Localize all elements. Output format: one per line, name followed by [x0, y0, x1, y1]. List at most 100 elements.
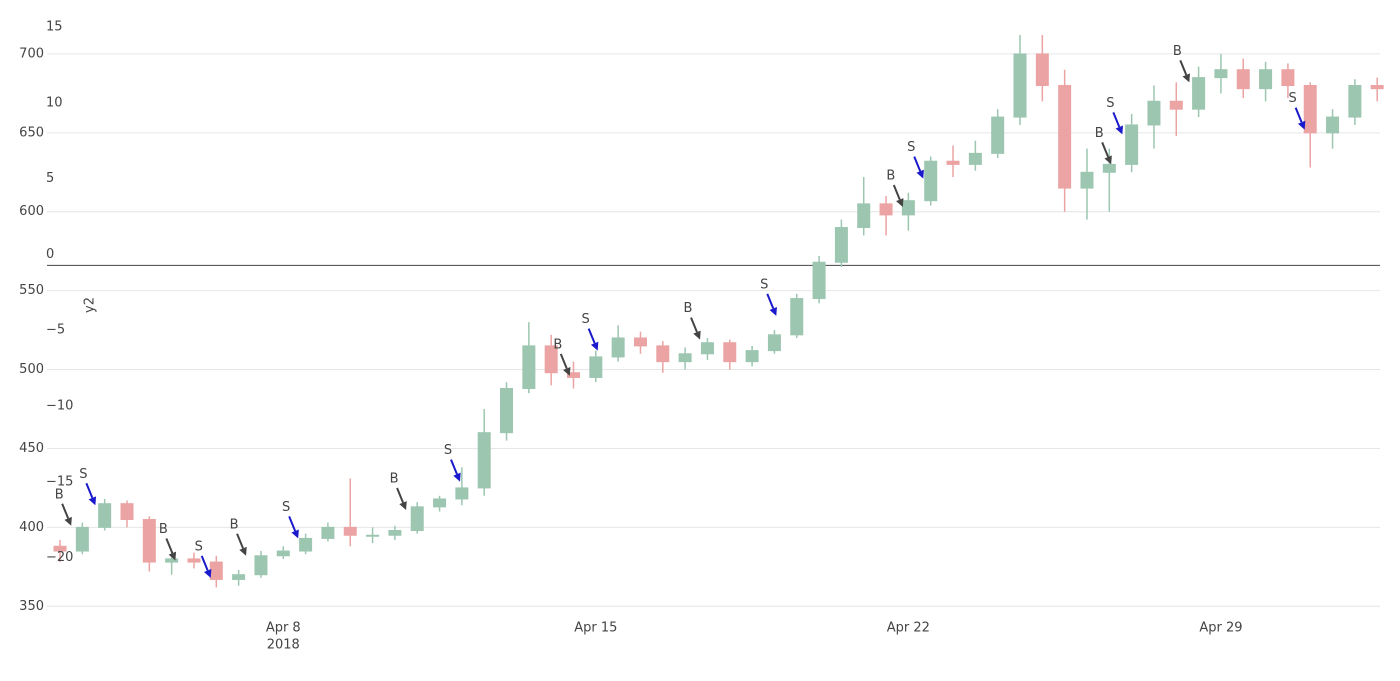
y2-tick-label: −20: [46, 550, 73, 565]
candle-body: [1259, 69, 1273, 90]
x-year-label: 2018: [267, 638, 300, 653]
annotation-arrow: [288, 516, 297, 532]
y2-tick-label: −5: [46, 323, 65, 338]
candle-body: [165, 558, 179, 563]
annotation-text: S: [444, 443, 452, 458]
annotation-arrow: [61, 503, 70, 519]
annotation-arrowhead: [563, 366, 571, 376]
annotation-text: B: [684, 301, 693, 316]
annotation-text: S: [1289, 91, 1297, 106]
y2-tick-label: 0: [46, 247, 54, 262]
annotation-arrowhead: [1104, 155, 1112, 165]
annotation-arrowhead: [64, 516, 72, 526]
candle-body: [656, 345, 670, 363]
annotation-arrow: [396, 487, 404, 503]
candle-body: [75, 526, 89, 552]
annotation-arrowhead: [168, 551, 177, 561]
y2-tick-label: 10: [46, 95, 63, 110]
annotation-arrow: [913, 156, 922, 172]
candle-body: [857, 203, 871, 229]
candle-body: [299, 537, 313, 552]
y-tick-label: 600: [19, 204, 44, 219]
candle-body: [1169, 100, 1183, 110]
y-tick-label: 500: [19, 362, 44, 377]
candle-body: [276, 550, 290, 557]
annotation-arrow: [165, 538, 174, 554]
candle-body: [98, 503, 112, 528]
candle-body: [209, 561, 223, 580]
candle-body: [53, 545, 67, 552]
candle-body: [187, 558, 201, 563]
candle-body: [1281, 69, 1295, 86]
annotation-text: S: [907, 140, 915, 155]
annotation-arrow: [1112, 112, 1121, 128]
candle-body: [924, 160, 938, 202]
annotation-text: B: [553, 337, 562, 352]
y2-axis-title: y2: [83, 297, 98, 313]
y2-tick-label: 15: [46, 20, 63, 35]
annotation-arrow: [587, 328, 596, 344]
candle-body: [879, 203, 893, 216]
candle-body: [254, 555, 268, 576]
x-tick-label: Apr 8: [266, 621, 301, 636]
candle-body: [589, 356, 603, 378]
annotation-text: B: [886, 169, 895, 184]
annotation-arrowhead: [88, 496, 97, 506]
annotation-text: S: [282, 500, 290, 515]
annotation-arrow: [1294, 107, 1303, 123]
annotation-text: B: [1173, 44, 1182, 59]
annotation-arrow: [85, 482, 94, 499]
annotation-arrow: [559, 353, 568, 369]
candle-body: [745, 350, 759, 363]
candle-body: [232, 574, 246, 580]
annotation-arrow: [1179, 59, 1188, 76]
candle-body: [567, 372, 581, 378]
annotation-text: B: [230, 517, 239, 532]
y-tick-label: 550: [19, 283, 44, 298]
candle-body: [500, 387, 514, 434]
annotation-text: B: [1095, 126, 1104, 141]
y-tick-label: 700: [19, 46, 44, 61]
candle-body: [142, 518, 156, 563]
annotation-arrowhead: [453, 472, 461, 482]
candle-body: [723, 342, 737, 363]
candle-body: [834, 227, 848, 263]
candle-body: [767, 334, 781, 352]
candle-body: [1370, 84, 1384, 90]
annotation-arrow: [892, 184, 901, 200]
annotation-text: S: [582, 312, 590, 327]
y-tick-label: 650: [19, 125, 44, 140]
candle-body: [901, 200, 915, 216]
y-tick-label: 350: [19, 599, 44, 614]
candle-body: [120, 503, 134, 520]
annotation-arrowhead: [916, 169, 924, 179]
y-tick-label: 400: [19, 520, 44, 535]
candle-body: [477, 432, 491, 489]
candle-body: [611, 337, 625, 358]
x-tick-label: Apr 15: [574, 621, 617, 636]
candle-body: [343, 526, 357, 536]
annotation-text: S: [760, 277, 768, 292]
y2-tick-label: −15: [46, 474, 73, 489]
candle-body: [433, 498, 447, 508]
plot-area: [53, 35, 1384, 588]
annotation-arrowhead: [203, 568, 212, 578]
y2-tick-label: 5: [46, 171, 54, 186]
candle-body: [700, 342, 714, 355]
candle-body: [1236, 69, 1250, 90]
candle-body: [321, 526, 335, 539]
candle-body: [455, 487, 469, 500]
annotation-arrow: [200, 555, 209, 571]
annotation-arrow: [690, 317, 698, 333]
candle-body: [544, 345, 558, 374]
candle-body: [633, 337, 647, 347]
annotation-arrowhead: [291, 529, 299, 539]
annotation-arrowhead: [896, 198, 904, 208]
candle-body: [946, 160, 960, 165]
annotation-text: S: [195, 539, 203, 554]
annotation-arrow: [236, 533, 244, 549]
candle-body: [1102, 163, 1116, 173]
y-tick-label: 450: [19, 441, 44, 456]
annotation-text: S: [1106, 96, 1114, 111]
grid: [47, 53, 1380, 607]
